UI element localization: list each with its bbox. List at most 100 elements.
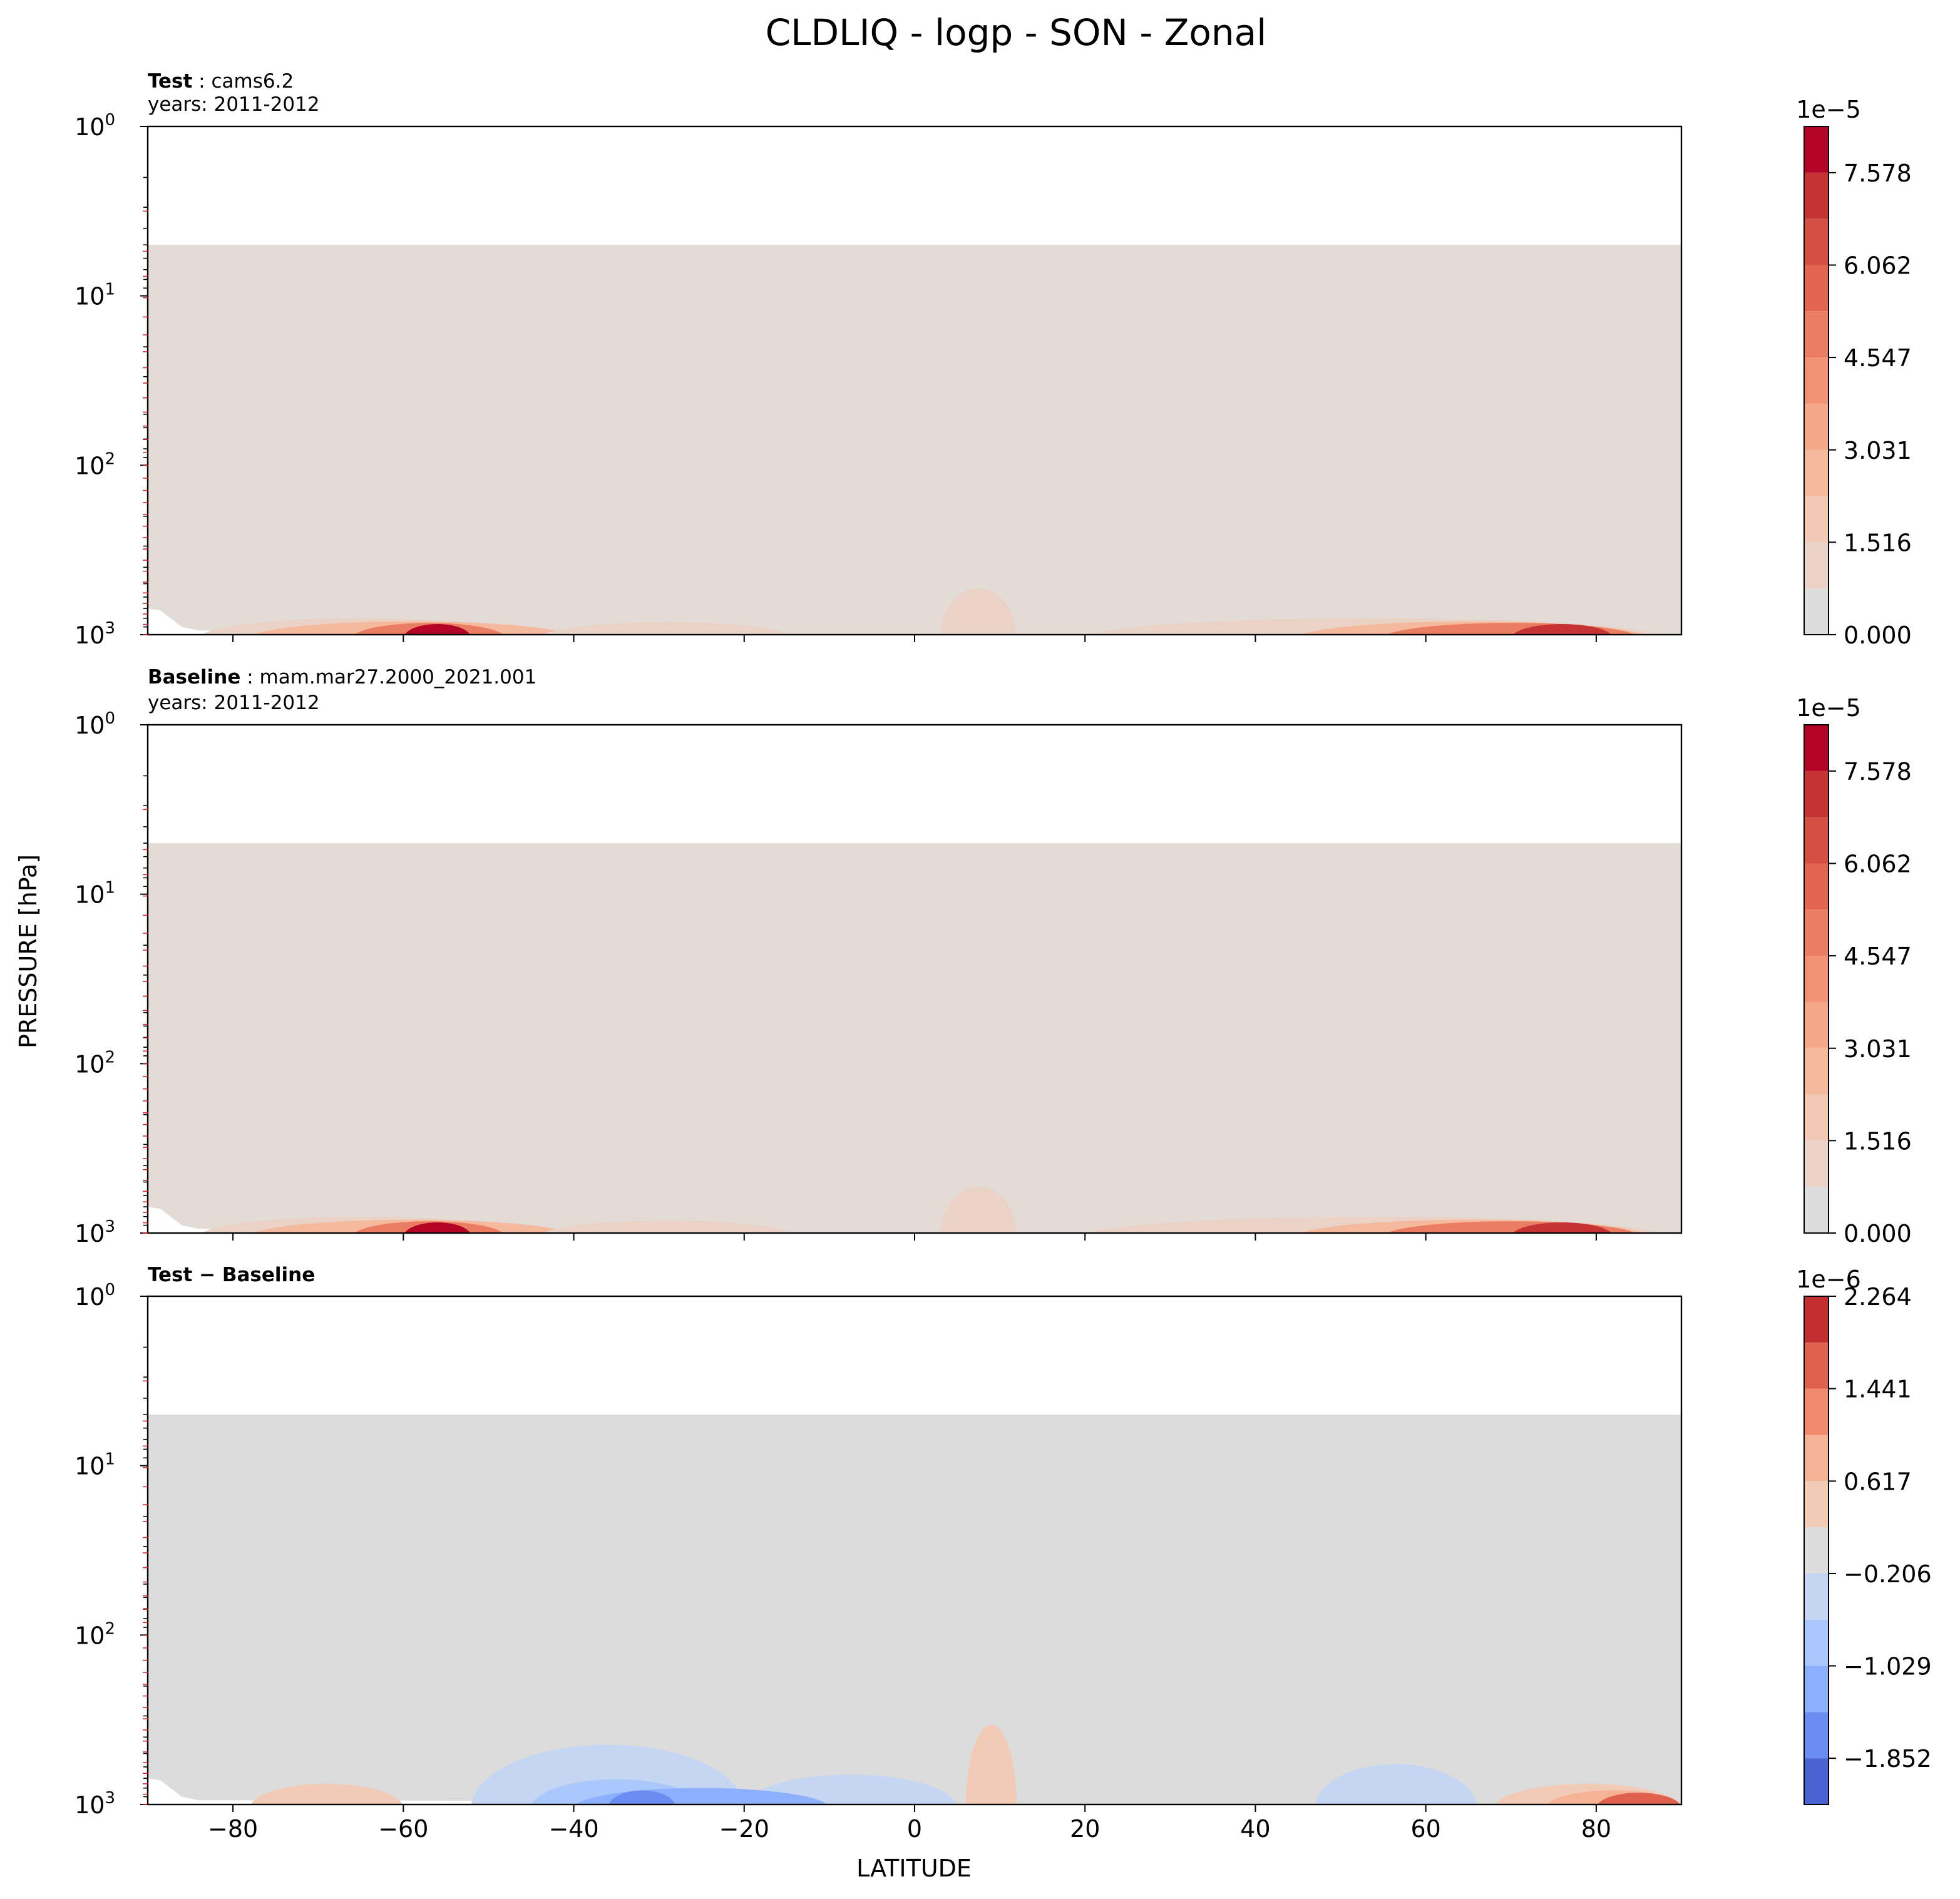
colorbar-segment [1804,311,1829,358]
panel-subtitle: years: 2011-2012 [148,93,320,116]
y-tick-label-exponent: 3 [105,619,115,638]
x-tick-label: 60 [1410,1815,1440,1843]
y-tick-label-base: 10 [74,283,105,310]
colorbar-tick-label: 2.264 [1844,1283,1912,1311]
y-tick-label: 100 [74,1281,115,1311]
colorbar-segment [1804,542,1829,589]
contour-region [1597,1793,1680,1804]
contour-region [543,622,792,635]
colorbar-multiplier: 1e−5 [1796,96,1861,123]
y-tick-label-base: 10 [74,1220,105,1247]
colorbar-segment [1804,449,1829,496]
x-tick-label: −40 [548,1815,598,1843]
colorbar-segment [1804,218,1829,265]
colorbar-segment [1804,1048,1829,1095]
y-tick-label-exponent: 1 [105,879,115,898]
colorbar-segment [1804,1573,1829,1620]
data-field [148,245,1681,635]
colorbar-segment [1804,909,1829,956]
colorbar-segment [1804,496,1829,543]
colorbar-tick-label: 7.578 [1844,758,1912,786]
colorbar-tick-label: −1.852 [1844,1745,1932,1773]
y-tick-label-exponent: 0 [105,1281,115,1299]
y-tick-label-exponent: 2 [105,1048,115,1067]
colorbar-tick-label: 6.062 [1844,252,1912,280]
panel-title-bold: Test [148,70,193,93]
colorbar-segment [1804,1712,1829,1759]
panel-baseline: Baseline : mam.mar27.2000_2021.001 years:… [74,666,1912,1247]
colorbar-tick-label: 0.000 [1844,1220,1912,1247]
x-tick-label: 80 [1581,1815,1611,1843]
colorbar-tick-label: 1.516 [1844,1127,1912,1155]
contour-region [543,1220,792,1233]
panel-title-bold: Test − Baseline [148,1264,315,1286]
contour-region [940,1186,1017,1233]
figure-ylabel: PRESSURE [hPa] [14,854,42,1048]
colorbar-tick-label: 6.062 [1844,851,1912,878]
colorbar-tick-label: 0.000 [1844,622,1912,649]
x-tick-label: −60 [378,1815,428,1843]
colorbar-tick-label: 1.441 [1844,1376,1912,1403]
y-tick-label-base: 10 [74,1283,105,1311]
x-tick-label: −80 [208,1815,258,1843]
panel-subtitle: years: 2011-2012 [148,692,320,714]
panel-title-name: mam.mar27.2000_2021.001 [260,666,537,688]
contour-region [404,1222,471,1233]
colorbar-tick-label: 1.516 [1844,529,1912,556]
colorbar-frame [1804,126,1829,635]
y-tick-label: 101 [74,1450,115,1480]
y-tick-label: 101 [74,879,115,909]
colorbar-tick-label: 3.031 [1844,437,1912,464]
colorbar-segment [1804,172,1829,219]
y-tick-label-base: 10 [74,1050,105,1078]
missing-data-region [148,1778,472,1804]
colorbar-segment [1804,725,1829,771]
y-tick-label-exponent: 1 [105,1450,115,1469]
y-tick-label: 103 [74,1217,115,1247]
panel-title: Test − Baseline [148,1264,315,1286]
colorbar-segment [1804,1435,1829,1482]
colorbar-tick-label: 4.547 [1844,943,1912,970]
colorbar-segment [1804,1666,1829,1712]
colorbar-segment [1804,1527,1829,1574]
y-tick-label-base: 10 [74,113,105,141]
y-tick-label-base: 10 [74,1622,105,1649]
colorbar-segment [1804,403,1829,450]
colorbar-segment [1804,1342,1829,1389]
contour-region [608,1790,675,1804]
y-tick-label-exponent: 2 [105,449,115,468]
colorbar-segment [1804,956,1829,1002]
colorbar-segment [1804,265,1829,312]
panel-data [148,1415,1681,1804]
y-tick-label-base: 10 [74,622,105,649]
colorbar-segment [1804,1481,1829,1528]
y-tick-label-exponent: 1 [105,280,115,299]
data-field [148,1415,1681,1804]
colorbar-segment [1804,1296,1829,1343]
colorbar-segment [1804,1187,1829,1233]
y-tick-label: 102 [74,1048,115,1078]
panel-data [148,245,1681,635]
colorbar-segment [1804,1758,1829,1804]
y-tick-label-base: 10 [74,1453,105,1480]
y-tick-label: 100 [74,709,115,739]
colorbar-tick-label: 4.547 [1844,344,1912,372]
colorbar-segment [1804,357,1829,404]
y-tick-label-base: 10 [74,1791,105,1819]
colorbar-segment [1804,817,1829,864]
y-tick-label-base: 10 [74,881,105,909]
colorbar-tick-label: −1.029 [1844,1653,1932,1681]
colorbar-frame [1804,724,1829,1234]
colorbar-tick-label: 3.031 [1844,1035,1912,1063]
data-field [148,843,1681,1233]
contour-region [1315,1764,1477,1804]
colorbar-tick-label: 0.617 [1844,1468,1912,1495]
y-tick-label: 103 [74,1789,115,1819]
contour-region [404,624,471,635]
x-tick-label: 0 [907,1815,922,1843]
colorbar-tick-label: −0.206 [1844,1560,1932,1588]
x-tick-label: −20 [719,1815,769,1843]
panel-title-bold: Baseline [148,666,240,688]
